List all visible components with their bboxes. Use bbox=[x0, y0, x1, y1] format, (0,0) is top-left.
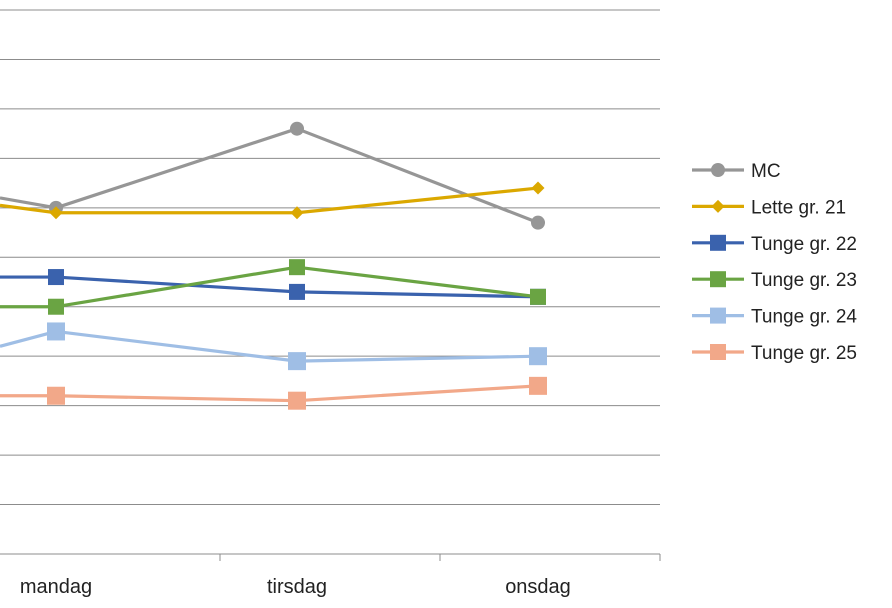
x-axis: mandag tirsdag onsdag bbox=[0, 553, 661, 598]
x-tick-label: tirsdag bbox=[267, 576, 327, 598]
data-point bbox=[49, 206, 63, 220]
data-point bbox=[290, 206, 304, 220]
legend-marker bbox=[711, 199, 725, 213]
series-tunge-gr-24 bbox=[0, 322, 547, 371]
legend-label: Tunge gr. 25 bbox=[751, 343, 857, 364]
series-line bbox=[0, 329, 539, 363]
legend-item: MC bbox=[692, 161, 781, 182]
legend-item: Tunge gr. 25 bbox=[692, 343, 857, 364]
legend-item: Tunge gr. 22 bbox=[692, 234, 857, 255]
series-tunge-gr-23 bbox=[0, 259, 546, 315]
series-tunge-gr-25 bbox=[0, 376, 547, 410]
legend-marker bbox=[710, 234, 726, 251]
data-point bbox=[529, 347, 547, 366]
legend-item: Tunge gr. 24 bbox=[692, 307, 857, 328]
data-point bbox=[48, 269, 64, 286]
data-point bbox=[47, 386, 65, 405]
series-line bbox=[0, 265, 539, 309]
data-point bbox=[290, 121, 304, 136]
data-point bbox=[288, 391, 306, 410]
series-layer bbox=[0, 121, 547, 410]
legend-label: Lette gr. 21 bbox=[751, 197, 846, 218]
data-point bbox=[288, 352, 306, 371]
x-tick-label: onsdag bbox=[505, 576, 571, 598]
series-lette-gr-21 bbox=[0, 181, 545, 220]
series-line bbox=[0, 186, 539, 215]
data-point bbox=[289, 259, 305, 276]
gridlines bbox=[0, 9, 660, 506]
legend: MC Lette gr. 21 Tunge gr. 22 Tunge gr. 23 Tu… bbox=[692, 161, 857, 364]
legend-label: Tunge gr. 23 bbox=[751, 270, 857, 291]
data-point bbox=[48, 298, 64, 315]
legend-item: Lette gr. 21 bbox=[692, 197, 846, 218]
legend-item: Tunge gr. 23 bbox=[692, 270, 857, 291]
legend-label: Tunge gr. 24 bbox=[751, 307, 857, 328]
legend-marker bbox=[710, 344, 726, 360]
series-line bbox=[0, 384, 539, 403]
x-tick-label: mandag bbox=[20, 576, 92, 598]
data-point bbox=[529, 376, 547, 395]
legend-label: MC bbox=[751, 161, 781, 182]
legend-label: Tunge gr. 22 bbox=[751, 234, 857, 255]
data-point bbox=[47, 322, 65, 341]
legend-marker bbox=[710, 307, 726, 324]
data-point bbox=[531, 215, 545, 230]
legend-marker bbox=[710, 271, 726, 288]
data-point bbox=[289, 283, 305, 300]
data-point bbox=[531, 181, 545, 195]
data-point bbox=[530, 288, 546, 305]
legend-marker bbox=[711, 163, 725, 177]
series-line bbox=[0, 127, 539, 225]
series-line bbox=[0, 275, 539, 299]
